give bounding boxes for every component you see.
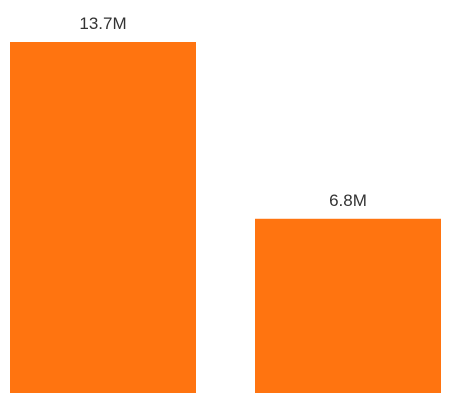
data-labels-group: 13.7M 6.8M: [79, 14, 367, 210]
bar-1: [10, 42, 196, 393]
bar-2: [255, 218, 441, 393]
bars-group: [10, 42, 441, 393]
bar-1-value-label: 13.7M: [79, 14, 126, 33]
bar-2-value-label: 6.8M: [329, 191, 367, 210]
